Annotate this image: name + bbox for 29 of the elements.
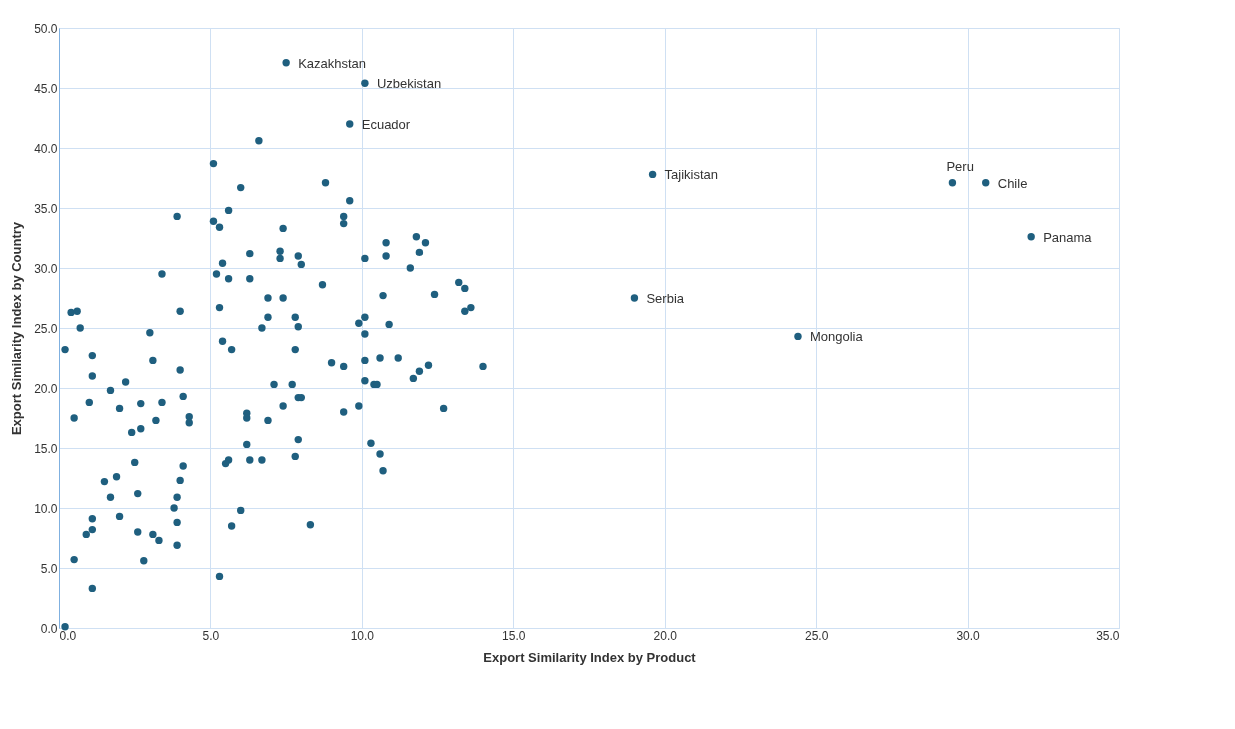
x-tick-label: 0.0 (59, 628, 77, 643)
x-tick-label: 15.0 (502, 628, 526, 643)
annotation: Tajikistan (664, 167, 719, 183)
x-tick-label: 5.0 (202, 628, 220, 643)
y-tick-label: 5.0 (40, 561, 58, 576)
y-tick-label: 50.0 (34, 21, 58, 36)
x-tick-label: 30.0 (956, 628, 981, 643)
annotation: Panama (1043, 229, 1093, 245)
annotation: Kazakhstan (298, 55, 367, 71)
x-tick-label: 25.0 (804, 628, 829, 643)
annotation: Peru (946, 158, 974, 174)
annotation: Chile (997, 175, 1028, 191)
y-tick-label: 40.0 (34, 141, 58, 156)
y-tick-label: 10.0 (34, 501, 58, 516)
y-tick-label: 45.0 (34, 81, 58, 96)
annotation: Ecuador (361, 117, 411, 132)
annotation: Uzbekistan (376, 76, 442, 92)
annotation: Serbia (646, 291, 685, 306)
annotation: Mongolia (809, 329, 864, 345)
y-tick-label: 35.0 (34, 201, 58, 216)
x-tick-label: 35.0 (1096, 628, 1120, 643)
x-tick-label: 10.0 (350, 628, 375, 643)
y-axis-title: Export Similarity Index by Country (9, 221, 25, 436)
y-tick-label: 25.0 (34, 321, 58, 336)
x-tick-label: 20.0 (653, 628, 678, 643)
y-tick-label: 30.0 (34, 261, 58, 276)
y-tick-label: 20.0 (34, 381, 58, 396)
x-axis-title: Export Similarity Index by Product (483, 649, 697, 665)
y-tick-label: 15.0 (34, 441, 58, 456)
